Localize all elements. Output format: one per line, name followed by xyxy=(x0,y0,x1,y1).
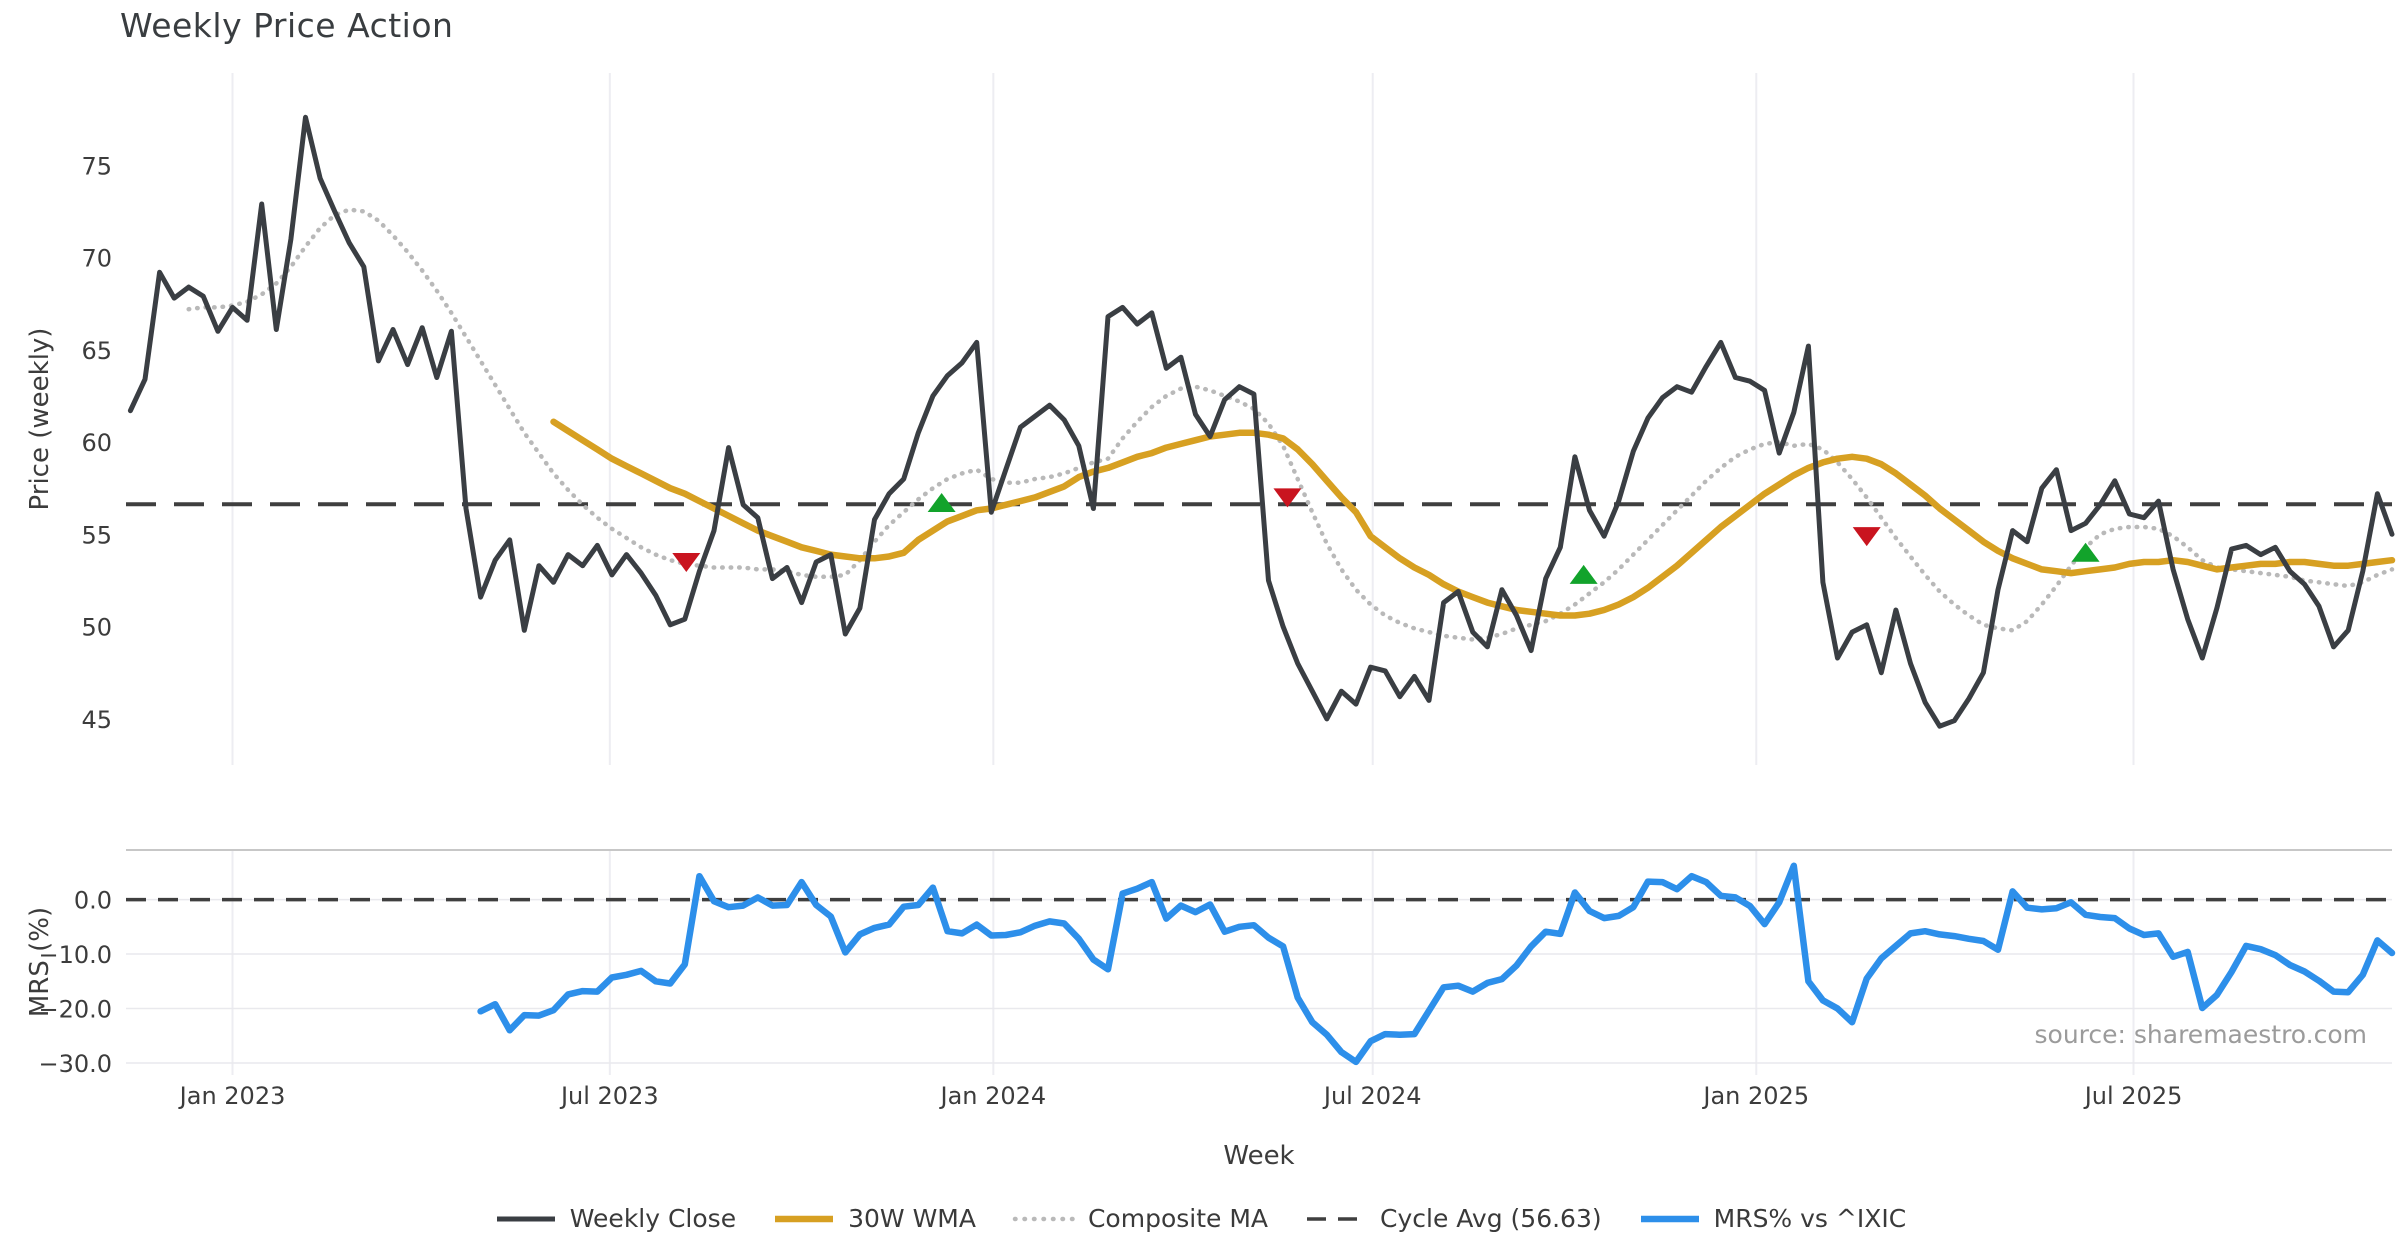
price-tick-label: 45 xyxy=(81,706,112,734)
price-tick-label: 55 xyxy=(81,521,112,549)
source-watermark: source: sharemaestro.com xyxy=(2034,1020,2368,1049)
buy-marker xyxy=(1569,564,1598,584)
sell-marker xyxy=(1852,527,1881,547)
legend-label: Weekly Close xyxy=(569,1204,737,1233)
legend-label: Composite MA xyxy=(1087,1204,1269,1233)
wma-30w-line xyxy=(550,418,2396,619)
legend-swatch-icon xyxy=(1012,1216,1076,1221)
composite-ma-line xyxy=(186,207,2395,642)
mrs-tick-label: −30.0 xyxy=(38,1050,112,1078)
price-tick-label: 70 xyxy=(81,245,112,273)
legend-swatch-icon xyxy=(1640,1215,1699,1222)
legend-item-cycle-avg-56-63-: Cycle Avg (56.63) xyxy=(1304,1204,1602,1233)
legend-label: MRS% vs ^IXIC xyxy=(1713,1204,1907,1233)
week-tick-label: Jul 2024 xyxy=(1322,1082,1422,1110)
mrs-line xyxy=(477,862,2396,1066)
legend-label: Cycle Avg (56.63) xyxy=(1380,1204,1602,1233)
buy-marker xyxy=(927,492,956,512)
price-tick-label: 65 xyxy=(81,337,112,365)
legend-item-weekly-close: Weekly Close xyxy=(494,1204,736,1233)
price-tick-label: 75 xyxy=(81,152,112,180)
sell-marker xyxy=(672,553,701,573)
week-tick-label: Jan 2025 xyxy=(1701,1082,1809,1110)
legend: Weekly Close 30W WMA Composite MA Cycle Avg… xyxy=(0,1204,2400,1233)
week-tick-label: Jan 2024 xyxy=(938,1082,1046,1110)
week-tick-label: Jan 2023 xyxy=(178,1082,286,1110)
price-tick-label: 60 xyxy=(81,429,112,457)
legend-swatch-icon xyxy=(496,1216,555,1221)
buy-marker xyxy=(2071,542,2100,562)
legend-swatch-icon xyxy=(775,1215,834,1222)
legend-item-30w-wma: 30W WMA xyxy=(772,1204,976,1233)
mrs-tick-label: −10.0 xyxy=(38,941,112,969)
legend-swatch-icon xyxy=(1307,1216,1366,1221)
week-tick-label: Jul 2023 xyxy=(559,1082,659,1110)
legend-item-mrs-vs-ixic: MRS% vs ^IXIC xyxy=(1638,1204,1907,1233)
price-tick-label: 50 xyxy=(81,614,112,642)
sell-marker xyxy=(1273,488,1302,508)
mrs-tick-label: −20.0 xyxy=(38,996,112,1024)
page-title: Weekly Price Action xyxy=(120,6,454,45)
legend-item-composite-ma: Composite MA xyxy=(1012,1204,1268,1233)
week-tick-label: Jul 2025 xyxy=(2083,1082,2183,1110)
legend-label: 30W WMA xyxy=(848,1204,976,1233)
mrs-tick-label: 0.0 xyxy=(74,887,112,915)
week-axis-label: Week xyxy=(1223,1141,1295,1171)
weekly-close-line xyxy=(127,114,2395,729)
